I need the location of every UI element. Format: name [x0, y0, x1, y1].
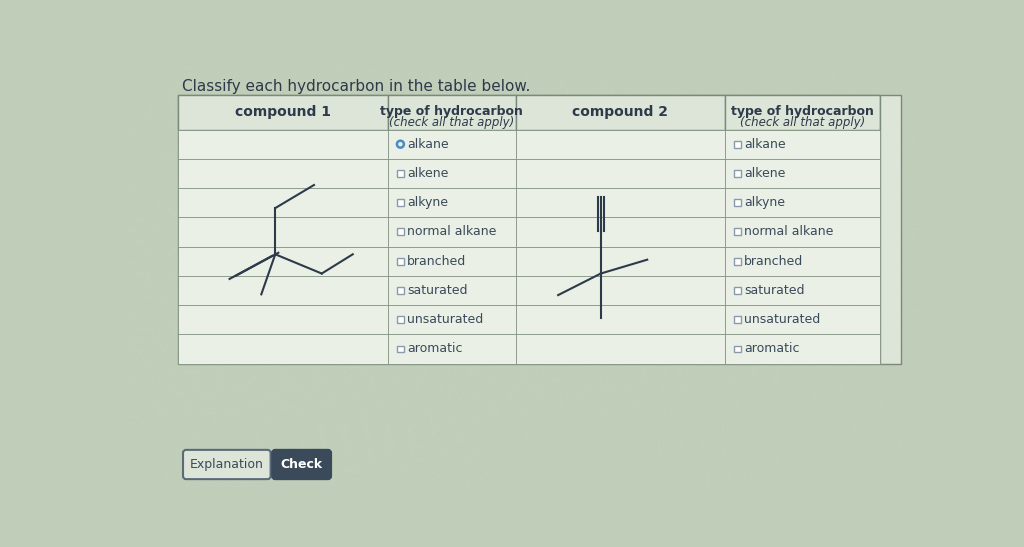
- Bar: [725, 334, 880, 364]
- Text: Explanation: Explanation: [189, 458, 263, 471]
- Bar: [397, 229, 403, 235]
- Text: alkane: alkane: [407, 138, 449, 150]
- Bar: [178, 95, 388, 130]
- Bar: [515, 305, 725, 334]
- Bar: [178, 159, 388, 188]
- Bar: [725, 130, 880, 159]
- Bar: [515, 95, 725, 130]
- Bar: [397, 258, 403, 265]
- Bar: [388, 305, 515, 334]
- Bar: [178, 247, 388, 276]
- Bar: [388, 130, 515, 159]
- Bar: [515, 130, 725, 159]
- Bar: [734, 229, 741, 235]
- Bar: [178, 95, 880, 364]
- Bar: [397, 346, 403, 352]
- Bar: [515, 159, 725, 188]
- Bar: [397, 199, 403, 206]
- Bar: [725, 95, 880, 130]
- Bar: [734, 258, 741, 265]
- Text: Check: Check: [281, 458, 323, 471]
- Bar: [178, 305, 388, 334]
- Bar: [388, 334, 515, 364]
- Bar: [734, 170, 741, 177]
- Text: Classify each hydrocarbon in the table below.: Classify each hydrocarbon in the table b…: [182, 79, 530, 95]
- Bar: [734, 141, 741, 148]
- Bar: [734, 346, 741, 352]
- Text: branched: branched: [744, 255, 804, 267]
- FancyBboxPatch shape: [272, 450, 331, 479]
- Bar: [388, 217, 515, 247]
- FancyBboxPatch shape: [183, 450, 270, 479]
- Bar: [725, 305, 880, 334]
- Text: alkyne: alkyne: [744, 196, 785, 209]
- Bar: [725, 217, 880, 247]
- Bar: [734, 316, 741, 323]
- Bar: [178, 217, 388, 247]
- Text: (check all that apply): (check all that apply): [389, 115, 514, 129]
- Text: saturated: saturated: [407, 284, 468, 297]
- Text: type of hydrocarbon: type of hydrocarbon: [731, 105, 873, 118]
- Bar: [388, 95, 515, 130]
- Text: compound 2: compound 2: [572, 105, 668, 119]
- Text: alkyne: alkyne: [407, 196, 449, 209]
- Bar: [397, 170, 403, 177]
- Bar: [388, 276, 515, 305]
- Text: branched: branched: [407, 255, 466, 267]
- Text: unsaturated: unsaturated: [407, 313, 483, 326]
- Text: aromatic: aromatic: [407, 342, 463, 356]
- Text: aromatic: aromatic: [744, 342, 800, 356]
- Text: compound 1: compound 1: [234, 105, 331, 119]
- Text: (check all that apply): (check all that apply): [739, 115, 865, 129]
- Bar: [725, 159, 880, 188]
- Bar: [178, 188, 388, 217]
- Bar: [515, 188, 725, 217]
- Text: normal alkane: normal alkane: [407, 225, 497, 238]
- Bar: [725, 247, 880, 276]
- Bar: [515, 276, 725, 305]
- Bar: [880, 95, 901, 364]
- Bar: [515, 334, 725, 364]
- Bar: [397, 287, 403, 294]
- Bar: [388, 188, 515, 217]
- Text: unsaturated: unsaturated: [744, 313, 820, 326]
- Text: alkane: alkane: [744, 138, 785, 150]
- Bar: [515, 217, 725, 247]
- Bar: [397, 316, 403, 323]
- Bar: [388, 247, 515, 276]
- Text: type of hydrocarbon: type of hydrocarbon: [380, 105, 523, 118]
- Bar: [178, 276, 388, 305]
- Text: alkene: alkene: [407, 167, 449, 180]
- Bar: [725, 188, 880, 217]
- Bar: [734, 199, 741, 206]
- Bar: [178, 334, 388, 364]
- Text: alkene: alkene: [744, 167, 785, 180]
- Bar: [388, 159, 515, 188]
- Bar: [725, 276, 880, 305]
- Bar: [515, 247, 725, 276]
- Text: normal alkane: normal alkane: [744, 225, 834, 238]
- Bar: [734, 287, 741, 294]
- Bar: [178, 130, 388, 159]
- Text: saturated: saturated: [744, 284, 805, 297]
